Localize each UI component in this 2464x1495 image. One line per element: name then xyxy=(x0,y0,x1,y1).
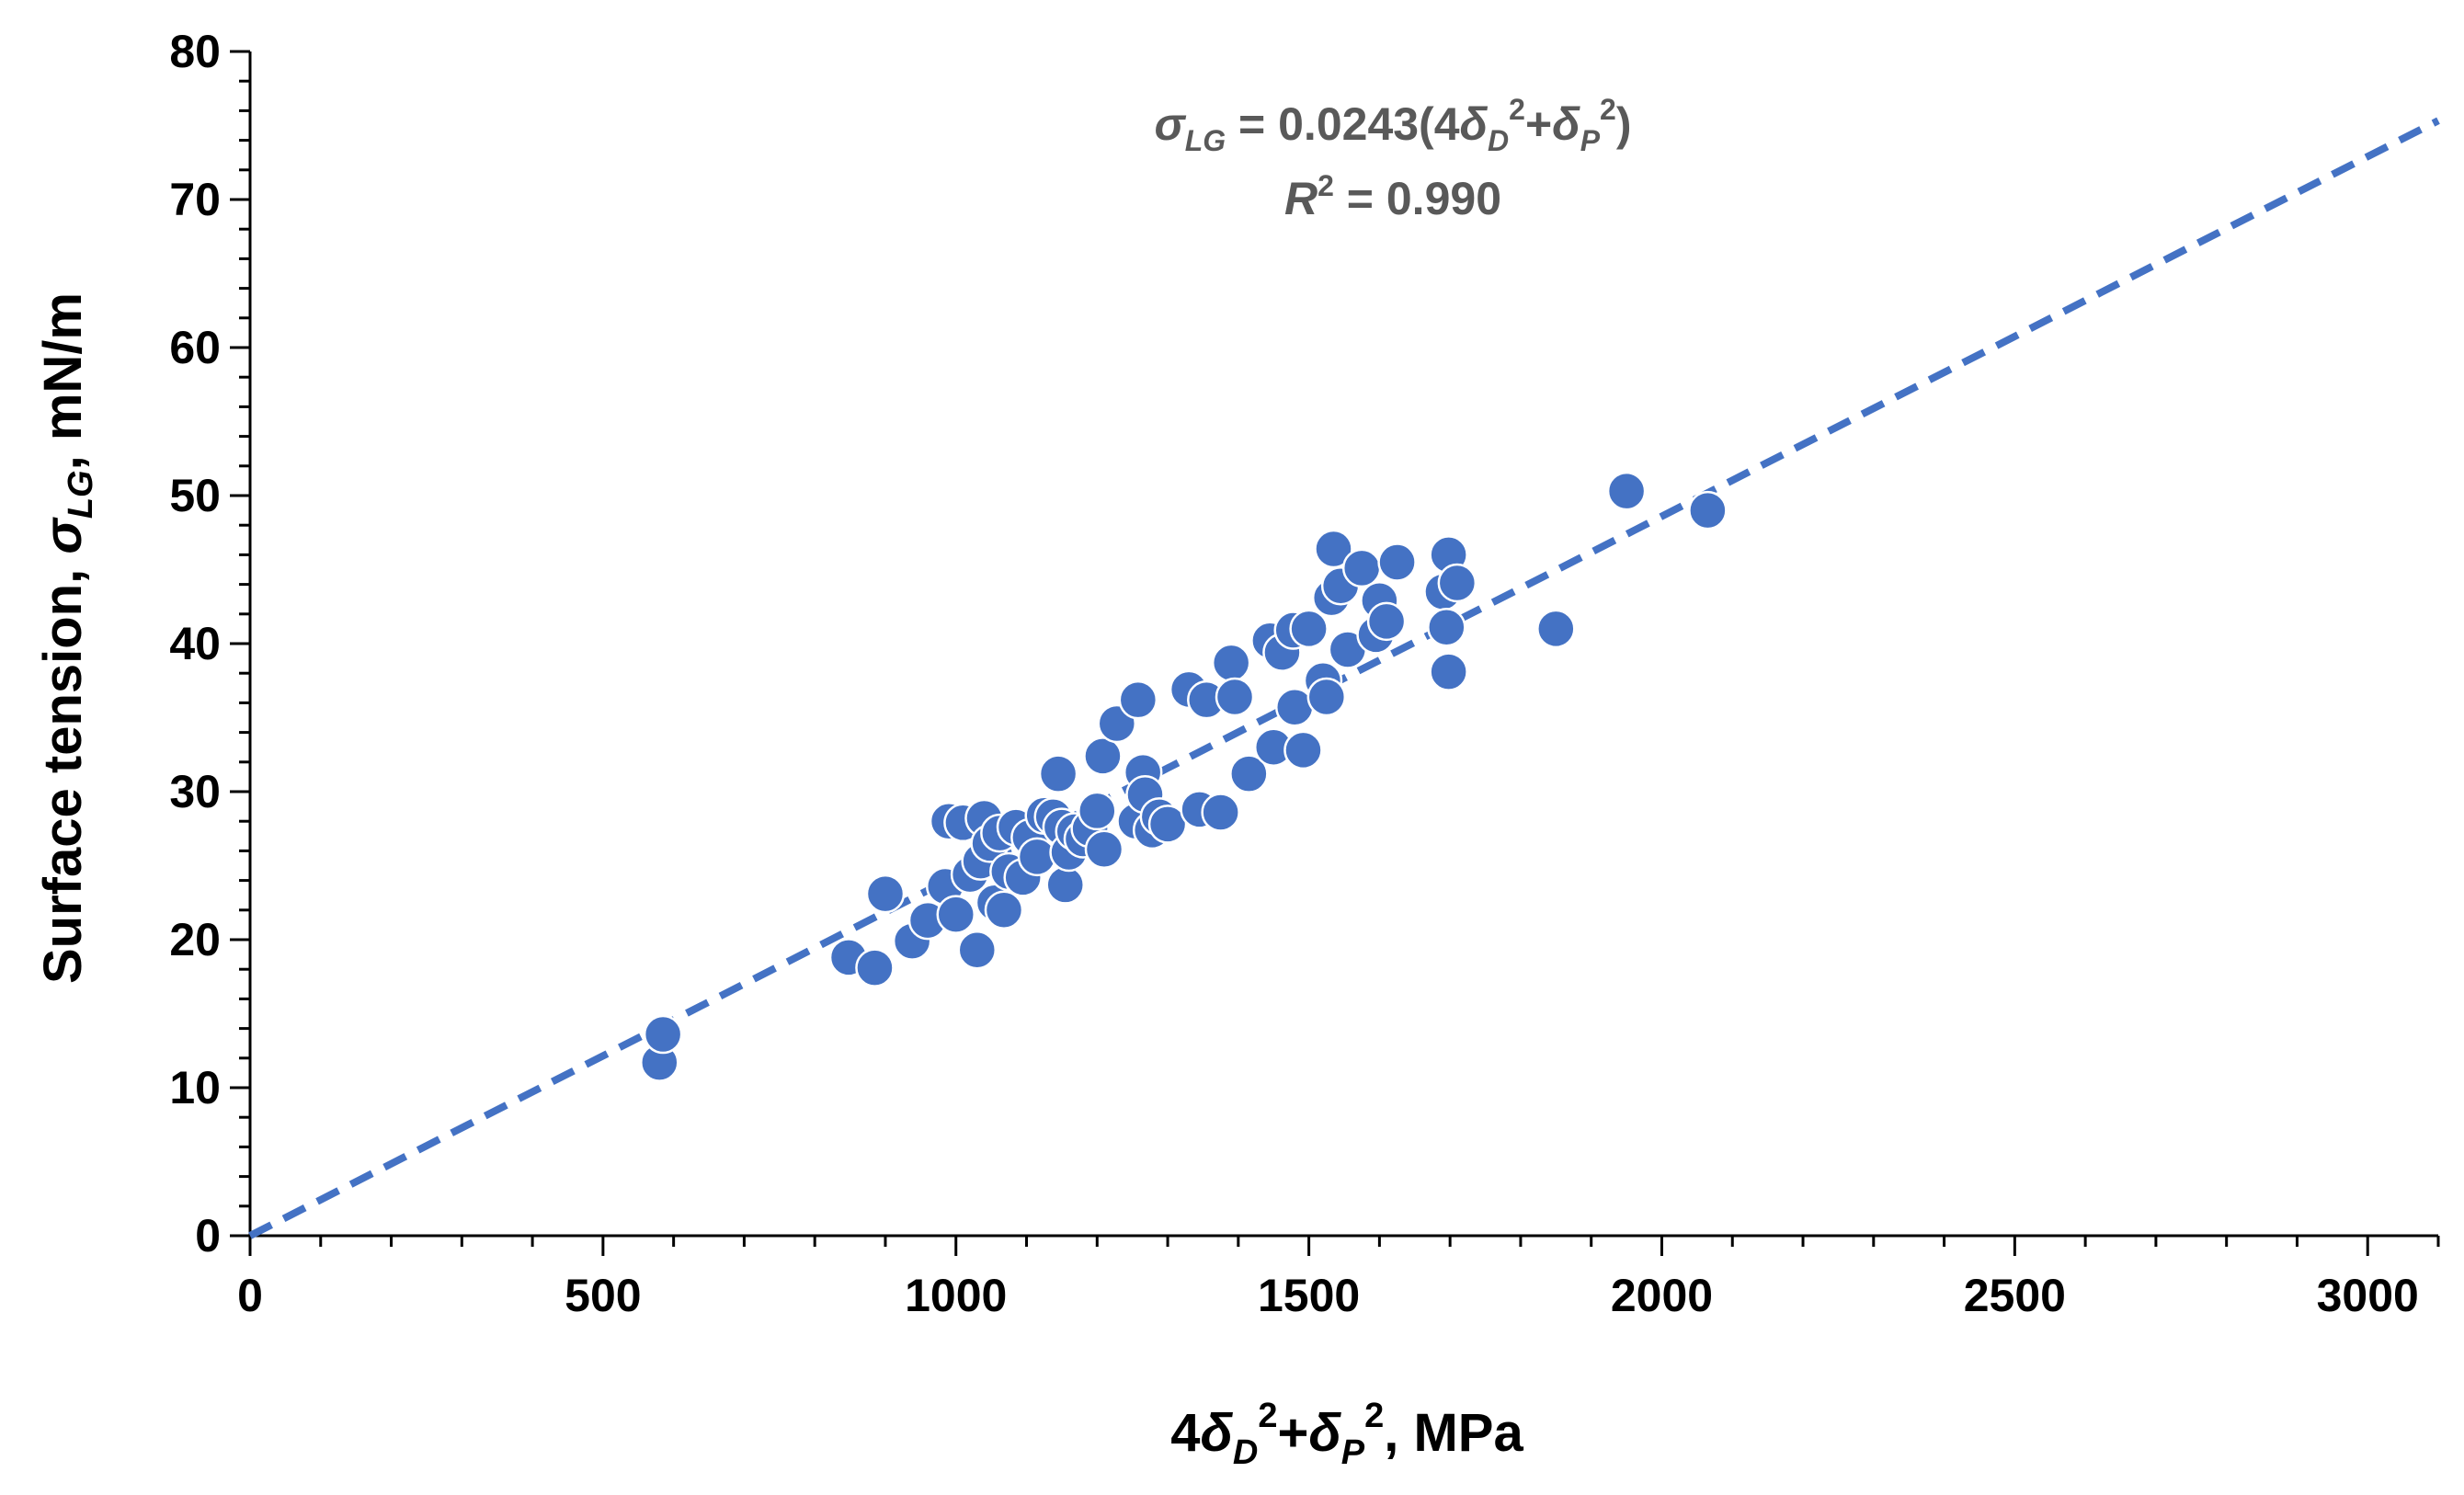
data-point xyxy=(936,895,975,934)
x-tick-label: 1500 xyxy=(1258,1270,1360,1321)
trendline-equation: σLG = 0.0243(4δD2+δP2) xyxy=(1155,93,1632,157)
axes: 0 10 20 30 40 50 60 70 80 0 500 1000 1500 2000 2500 300… xyxy=(169,26,2440,1321)
data-point xyxy=(1283,730,1323,770)
data-point xyxy=(1084,829,1124,870)
y-tick-label: 0 xyxy=(195,1210,221,1261)
data-point xyxy=(1427,608,1466,647)
y-tick-label: 20 xyxy=(169,914,221,965)
x-tick-label: 0 xyxy=(237,1270,263,1321)
x-tick-label: 3000 xyxy=(2317,1270,2419,1321)
data-point xyxy=(1429,652,1468,691)
y-tick-label: 80 xyxy=(169,26,221,77)
data-point xyxy=(984,890,1024,930)
r-squared-label: R2 = 0.990 xyxy=(1284,169,1501,224)
trendline-group xyxy=(248,117,2440,1239)
data-point xyxy=(1688,490,1728,531)
y-tick-label: 40 xyxy=(169,618,221,669)
data-point xyxy=(1306,677,1347,717)
x-tick-label: 2500 xyxy=(1964,1270,2066,1321)
data-point xyxy=(1211,643,1251,683)
y-tick-label: 50 xyxy=(169,470,221,521)
y-tick-label: 30 xyxy=(169,766,221,817)
x-tick-label: 2000 xyxy=(1611,1270,1713,1321)
x-tick-label: 1000 xyxy=(905,1270,1007,1321)
data-points xyxy=(640,471,1728,1082)
data-point xyxy=(1377,542,1417,582)
data-point xyxy=(1215,677,1255,717)
data-point xyxy=(1289,609,1329,649)
data-point xyxy=(1045,865,1085,905)
y-axis-title: Surface tension, σLG, mN/m xyxy=(33,292,100,984)
data-point xyxy=(855,948,895,987)
data-point xyxy=(1437,563,1477,603)
y-tick-label: 10 xyxy=(169,1062,221,1113)
y-tick-label: 70 xyxy=(169,174,221,225)
data-point xyxy=(1038,754,1078,793)
data-point xyxy=(1229,754,1269,793)
x-axis-title: 4δD2+δP2, MPa xyxy=(1170,1397,1523,1472)
data-point xyxy=(643,1014,683,1055)
y-tick-label: 60 xyxy=(169,322,221,373)
data-point xyxy=(865,873,906,914)
data-point xyxy=(1366,601,1407,642)
data-point xyxy=(957,930,998,970)
x-tick-label: 500 xyxy=(565,1270,641,1321)
data-point xyxy=(1147,805,1188,844)
data-point xyxy=(1201,793,1240,832)
data-point xyxy=(1118,679,1158,720)
data-point xyxy=(1536,609,1576,649)
data-point xyxy=(1606,471,1647,511)
data-point xyxy=(1341,548,1382,588)
data-point xyxy=(1314,529,1353,569)
data-point xyxy=(1078,791,1117,831)
trendline xyxy=(248,117,2440,1239)
data-point xyxy=(1083,736,1123,776)
